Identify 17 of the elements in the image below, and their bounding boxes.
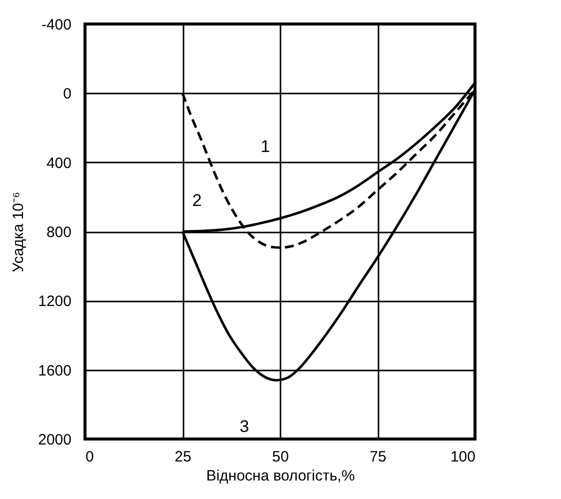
x-axis-title: Відносна вологість,% — [206, 468, 355, 484]
y-tick-label: 400 — [46, 154, 72, 172]
y-tick-label: 2000 — [38, 432, 72, 448]
series-label: 2 — [192, 190, 202, 210]
text: 3 — [240, 416, 250, 436]
y-tick-label: 800 — [46, 224, 72, 241]
y-axis-title: Усадка 10⁻⁶ — [10, 192, 28, 272]
x-tick-label: 25 — [174, 448, 192, 466]
x-tick-label: 75 — [370, 448, 386, 466]
x-tick-label: 0 — [86, 448, 94, 466]
y-tick-label: 0 — [63, 86, 72, 103]
x-tick-label: 100 — [450, 448, 476, 466]
x-tick-label: 50 — [272, 448, 289, 466]
y-tick-label: 1600 — [38, 362, 72, 380]
y-tick-label: -400 — [41, 16, 72, 34]
text: 1 — [260, 136, 270, 156]
y-tick-label: 1200 — [38, 293, 72, 310]
